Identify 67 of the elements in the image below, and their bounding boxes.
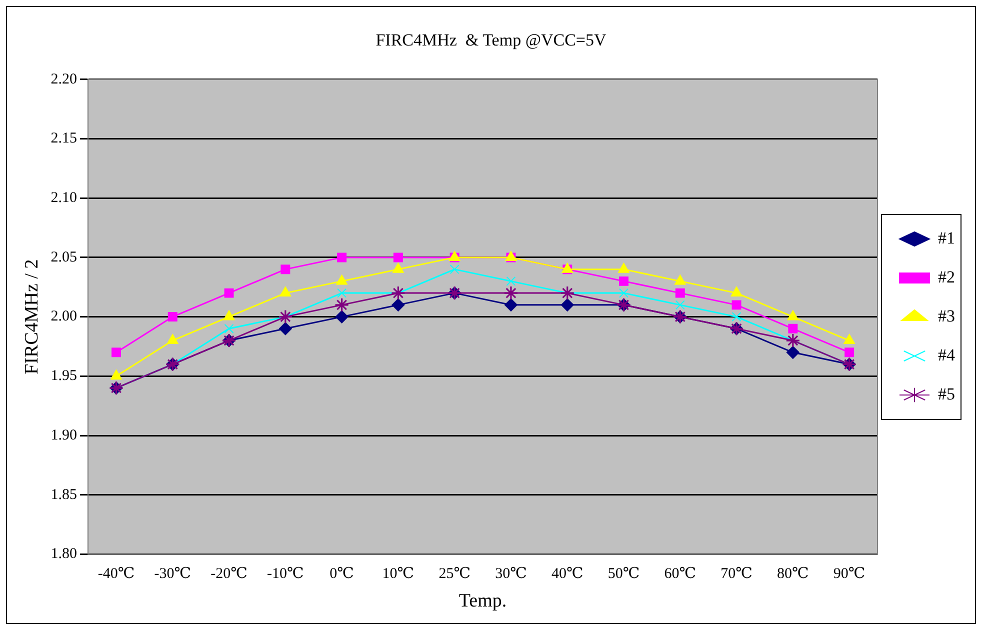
point bbox=[337, 252, 347, 262]
point bbox=[110, 370, 122, 380]
chart-title: FIRC4MHz & Temp @VCC=5V bbox=[376, 30, 608, 50]
x-tick-label: -30℃ bbox=[154, 566, 192, 582]
x-tick-label: 90℃ bbox=[833, 566, 866, 582]
x-tick-label: 0℃ bbox=[330, 566, 354, 582]
point bbox=[732, 312, 742, 322]
x-tick-label: -40℃ bbox=[98, 566, 135, 582]
point bbox=[392, 262, 404, 273]
point bbox=[730, 286, 742, 297]
y-tick-label: 1.80 bbox=[50, 546, 78, 562]
point bbox=[393, 252, 403, 262]
y-tick-label: 2.20 bbox=[50, 71, 78, 88]
y-tick-label: 2.10 bbox=[50, 190, 78, 206]
legend-label: #5 bbox=[938, 384, 955, 404]
legend-label: #4 bbox=[938, 345, 956, 364]
point bbox=[619, 288, 628, 298]
point bbox=[732, 300, 742, 310]
x-tick-label: -10℃ bbox=[267, 566, 304, 582]
point bbox=[166, 334, 178, 344]
y-tick-label: 1.95 bbox=[50, 368, 78, 384]
point bbox=[504, 286, 518, 300]
point bbox=[224, 324, 234, 334]
point bbox=[337, 288, 347, 298]
point bbox=[168, 312, 178, 322]
y-axis-title: FIRC4MHz / 2 bbox=[21, 259, 42, 374]
point bbox=[786, 346, 800, 359]
y-tick-label: 2.05 bbox=[50, 249, 78, 266]
x-tick-label: 70℃ bbox=[720, 566, 752, 582]
x-tick-label: 10℃ bbox=[382, 566, 414, 582]
point bbox=[787, 310, 799, 320]
x-axis-title: Temp. bbox=[458, 590, 507, 612]
point bbox=[844, 334, 855, 344]
x-tick-label: 40℃ bbox=[551, 566, 584, 582]
point bbox=[506, 276, 516, 286]
point bbox=[280, 286, 292, 297]
point bbox=[788, 324, 798, 334]
point bbox=[674, 274, 686, 285]
point bbox=[223, 310, 235, 320]
y-tick-label: 2.00 bbox=[50, 308, 78, 325]
point bbox=[675, 300, 685, 310]
x-tick-label: 25℃ bbox=[438, 566, 470, 582]
point bbox=[224, 288, 234, 298]
point bbox=[619, 276, 628, 286]
point bbox=[504, 298, 518, 312]
legend-label: #1 bbox=[938, 228, 955, 248]
point bbox=[450, 264, 460, 274]
point bbox=[675, 288, 685, 298]
legend-label: #3 bbox=[938, 306, 955, 326]
x-tick-label: -20℃ bbox=[210, 566, 248, 582]
y-tick-label: 1.85 bbox=[50, 486, 78, 503]
y-tick-label: 1.90 bbox=[50, 427, 78, 444]
x-tick-label: 80℃ bbox=[777, 566, 809, 582]
point bbox=[618, 262, 630, 273]
x-tick-label: 50℃ bbox=[608, 566, 640, 582]
point bbox=[112, 348, 121, 358]
point bbox=[844, 348, 854, 358]
legend-label: #2 bbox=[938, 267, 955, 286]
point bbox=[560, 298, 574, 312]
point bbox=[336, 274, 348, 285]
point bbox=[280, 264, 290, 274]
point bbox=[335, 310, 348, 324]
point bbox=[392, 298, 405, 312]
x-tick-label: 60℃ bbox=[664, 566, 696, 582]
point bbox=[278, 322, 292, 336]
y-tick-label: 2.15 bbox=[50, 130, 78, 147]
x-tick-label: 30℃ bbox=[495, 566, 527, 582]
